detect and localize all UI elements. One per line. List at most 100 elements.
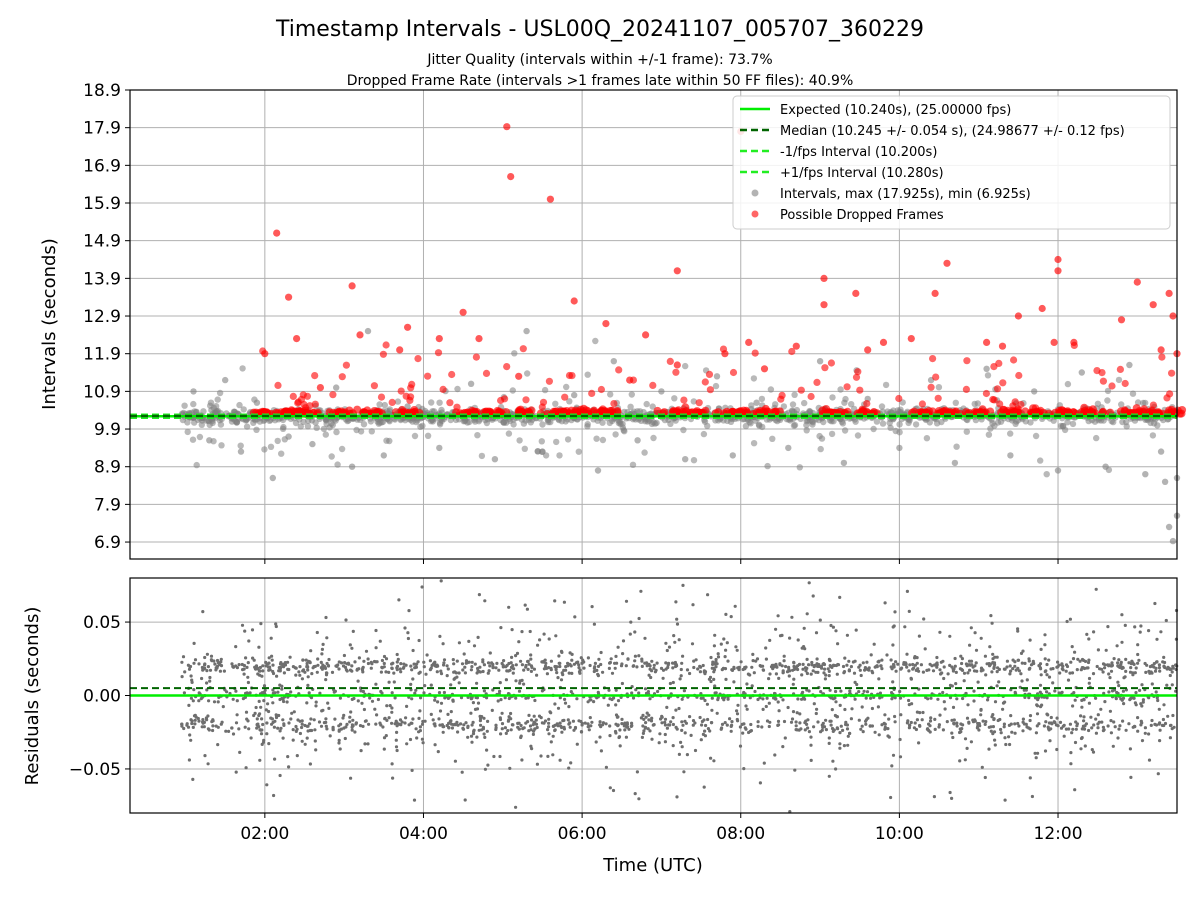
- residual-point: [331, 725, 335, 729]
- residual-point: [945, 720, 949, 724]
- residual-point: [599, 662, 603, 667]
- residual-point: [475, 735, 479, 739]
- residual-point: [379, 723, 383, 727]
- residual-point: [188, 733, 192, 737]
- residual-point: [1116, 680, 1120, 684]
- dropped-frame-point: [807, 392, 815, 401]
- residual-point: [417, 638, 421, 643]
- residual-point: [1147, 758, 1152, 762]
- residual-point: [826, 667, 830, 671]
- dropped-frame-outlier-point: [1050, 338, 1058, 346]
- residual-point: [864, 719, 868, 723]
- residual-point: [487, 669, 491, 673]
- residual-point: [1138, 630, 1142, 634]
- residual-point: [774, 672, 779, 676]
- residual-point: [872, 642, 876, 646]
- residual-point: [709, 655, 713, 660]
- dropped-frame-point: [777, 395, 785, 403]
- residual-point: [1028, 718, 1032, 723]
- residual-point: [724, 677, 728, 682]
- interval-point: [240, 406, 247, 413]
- residual-point: [264, 708, 268, 712]
- dropped-frame-point: [497, 396, 505, 405]
- residual-point: [1021, 717, 1025, 721]
- residual-point: [1039, 647, 1043, 652]
- residual-point: [954, 682, 958, 686]
- residual-point: [952, 722, 956, 726]
- residual-point: [265, 662, 269, 666]
- interval-point: [539, 421, 546, 428]
- dropped-frame-point: [448, 370, 456, 379]
- residual-point: [792, 661, 796, 665]
- interval-point: [575, 448, 582, 455]
- residual-point: [1003, 798, 1007, 802]
- residual-point: [356, 699, 360, 703]
- residual-point: [599, 749, 604, 753]
- residual-point: [510, 655, 514, 660]
- residual-point: [857, 718, 861, 722]
- residual-point: [333, 689, 337, 693]
- interval-point: [607, 391, 614, 398]
- residual-point: [609, 657, 613, 661]
- residual-point: [926, 727, 930, 731]
- dropped-frame-point: [788, 347, 796, 356]
- residual-point: [1082, 715, 1086, 719]
- residual-point: [553, 599, 557, 603]
- interval-point: [428, 399, 435, 406]
- residual-point: [736, 703, 740, 707]
- residual-point: [615, 715, 620, 719]
- residual-point: [846, 743, 850, 747]
- residual-point: [516, 721, 520, 726]
- residual-point: [1164, 618, 1168, 623]
- residual-point: [941, 690, 945, 695]
- residual-point: [616, 723, 620, 727]
- legend-intervals-label: Intervals, max (17.925s), min (6.925s): [780, 187, 1031, 202]
- residual-point: [563, 697, 567, 702]
- residual-point: [314, 748, 318, 752]
- residual-point: [1102, 691, 1106, 696]
- residual-point: [230, 726, 234, 730]
- interval-point: [612, 431, 619, 438]
- residual-point: [469, 668, 473, 672]
- residual-point: [713, 633, 717, 637]
- interval-point: [630, 408, 638, 415]
- residual-point: [608, 697, 612, 701]
- residual-point: [546, 728, 550, 732]
- residual-point: [509, 711, 513, 716]
- residual-point: [256, 672, 260, 676]
- residual-point: [712, 759, 716, 763]
- interval-point: [791, 391, 798, 398]
- residual-point: [869, 696, 873, 700]
- residual-point: [272, 793, 276, 798]
- residual-point: [307, 691, 311, 695]
- residual-point: [406, 631, 410, 635]
- residual-point: [752, 671, 756, 675]
- dropped-frame-point: [962, 385, 971, 393]
- residual-point: [291, 738, 295, 742]
- residual-point: [1079, 714, 1083, 718]
- residual-point: [683, 731, 687, 735]
- interval-point: [788, 407, 796, 414]
- residual-point: [1092, 630, 1096, 634]
- residual-point: [411, 677, 415, 681]
- residual-point: [969, 626, 973, 630]
- residual-point: [908, 723, 912, 727]
- residual-point: [805, 612, 809, 616]
- residual-point: [1117, 658, 1121, 662]
- residual-point: [254, 705, 258, 710]
- residual-point: [822, 725, 827, 729]
- residual-point: [677, 638, 681, 642]
- residual-point: [501, 665, 505, 669]
- residual-point: [475, 681, 479, 685]
- residual-point: [282, 662, 286, 666]
- residual-point: [716, 652, 720, 656]
- residual-point: [1035, 704, 1040, 708]
- residual-point: [879, 664, 883, 668]
- residual-point: [653, 670, 658, 674]
- residual-point: [593, 661, 598, 666]
- residual-point: [1124, 657, 1128, 662]
- interval-point: [690, 457, 698, 464]
- residual-point: [189, 738, 193, 742]
- residual-point: [966, 671, 970, 675]
- residual-point: [889, 665, 893, 669]
